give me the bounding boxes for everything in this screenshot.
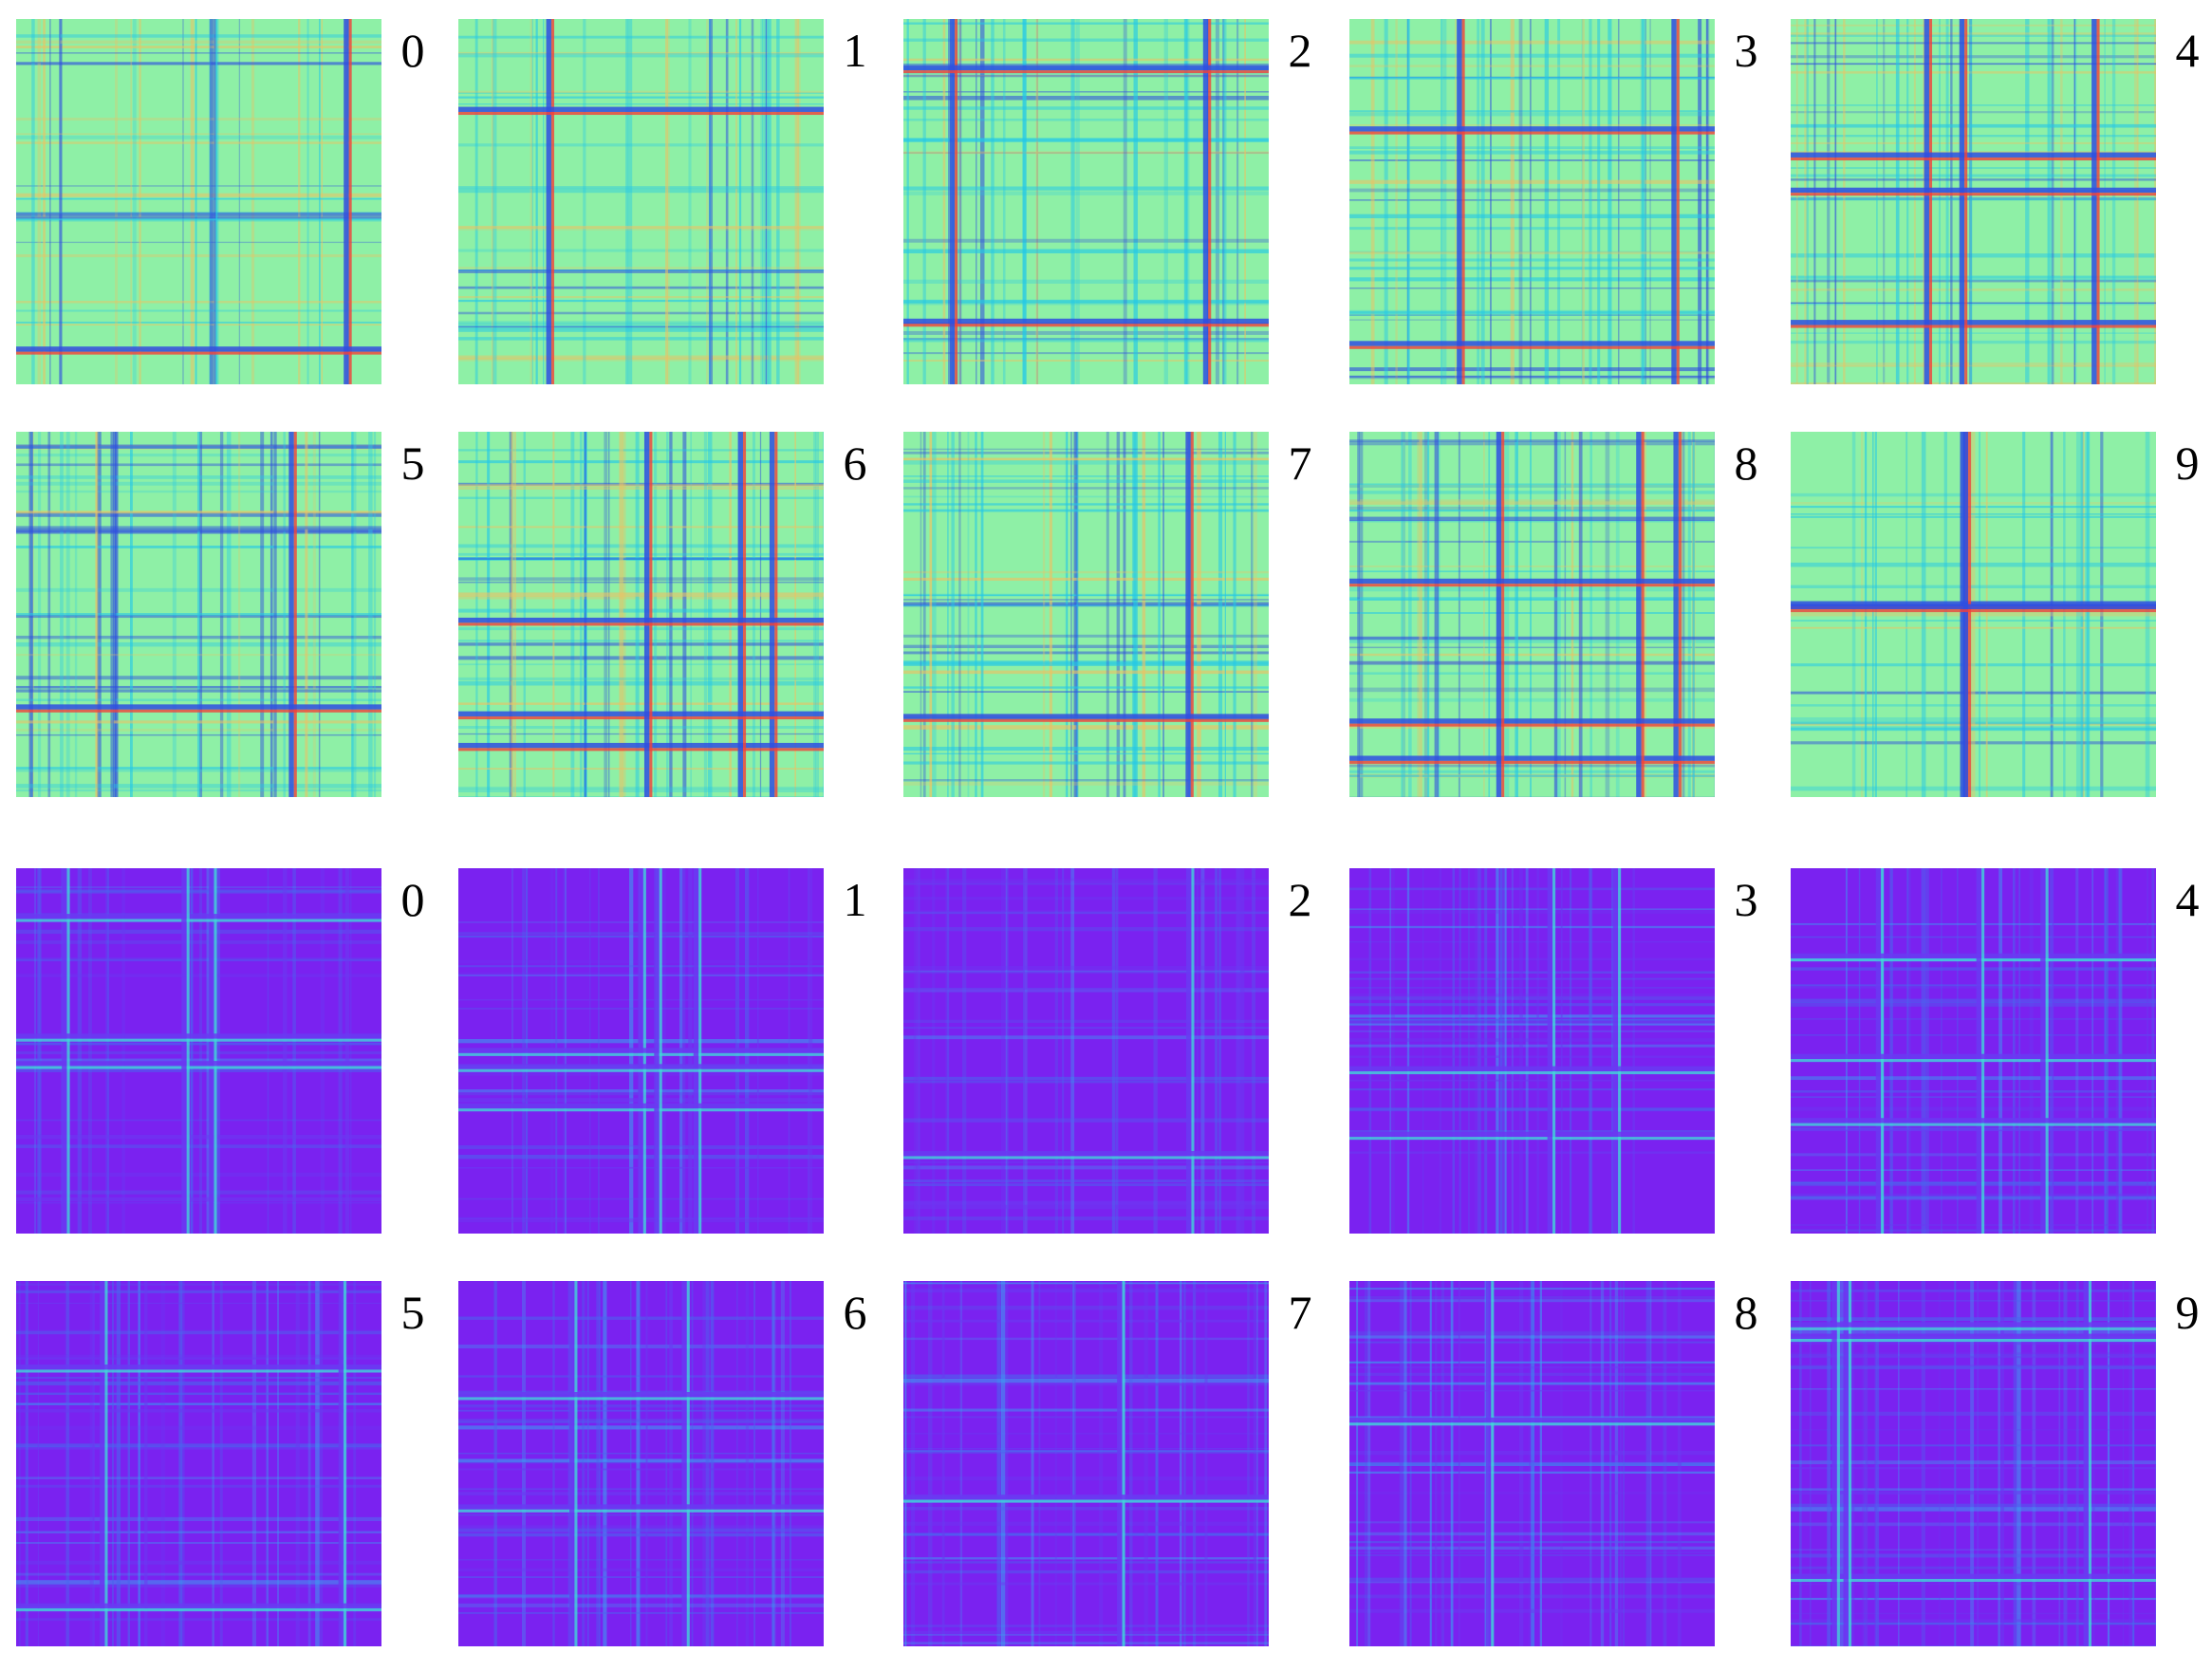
panel-label: 2 [1288, 873, 1312, 926]
matrix-panel [903, 1281, 1269, 1646]
matrix-heatmap [16, 868, 381, 1234]
matrix-heatmap [903, 432, 1269, 797]
panel-label: 8 [1734, 436, 1758, 490]
matrix-panel [903, 868, 1269, 1234]
panel-label: 5 [400, 436, 425, 490]
panel-label: 4 [2175, 24, 2200, 77]
panel-label: 9 [2175, 436, 2200, 490]
panel-label: 3 [1734, 24, 1758, 77]
matrix-panel [16, 432, 381, 797]
matrix-panel [16, 868, 381, 1234]
matrix-panel [1791, 1281, 2156, 1646]
matrix-panel [16, 1281, 381, 1646]
panel-label: 3 [1734, 873, 1758, 926]
matrix-panel [1349, 868, 1715, 1234]
matrix-panel [1349, 1281, 1715, 1646]
matrix-heatmap [1349, 19, 1715, 384]
panel-label: 0 [400, 873, 425, 926]
panel-label: 6 [843, 1286, 867, 1339]
matrix-heatmap [903, 868, 1269, 1234]
matrix-heatmap [16, 1281, 381, 1646]
panel-label: 6 [843, 436, 867, 490]
matrix-heatmap [1349, 868, 1715, 1234]
panel-label: 8 [1734, 1286, 1758, 1339]
matrix-panel [1791, 19, 2156, 384]
matrix-panel [458, 1281, 824, 1646]
matrix-heatmap [1349, 432, 1715, 797]
panel-label: 1 [843, 24, 867, 77]
matrix-heatmap [1791, 868, 2156, 1234]
panel-label: 5 [400, 1286, 425, 1339]
matrix-panel [1791, 432, 2156, 797]
matrix-heatmap [1349, 1281, 1715, 1646]
matrix-heatmap [458, 868, 824, 1234]
matrix-panel [16, 19, 381, 384]
matrix-heatmap [903, 19, 1269, 384]
matrix-panel [903, 19, 1269, 384]
panel-label: 7 [1288, 436, 1312, 490]
matrix-panel [1349, 432, 1715, 797]
matrix-panel [1349, 19, 1715, 384]
panel-label: 4 [2175, 873, 2200, 926]
panel-label: 7 [1288, 1286, 1312, 1339]
matrix-panel [903, 432, 1269, 797]
panel-label: 0 [400, 24, 425, 77]
matrix-heatmap [903, 1281, 1269, 1646]
matrix-heatmap [458, 1281, 824, 1646]
matrix-panel [1791, 868, 2156, 1234]
panel-label: 9 [2175, 1286, 2200, 1339]
matrix-heatmap [16, 432, 381, 797]
matrix-heatmap [1791, 432, 2156, 797]
matrix-panel [458, 868, 824, 1234]
matrix-panel [458, 432, 824, 797]
matrix-heatmap [458, 432, 824, 797]
panel-label: 2 [1288, 24, 1312, 77]
matrix-heatmap [458, 19, 824, 384]
matrix-heatmap [16, 19, 381, 384]
matrix-heatmap [1791, 19, 2156, 384]
matrix-heatmap [1791, 1281, 2156, 1646]
matrix-panel [458, 19, 824, 384]
panel-label: 1 [843, 873, 867, 926]
